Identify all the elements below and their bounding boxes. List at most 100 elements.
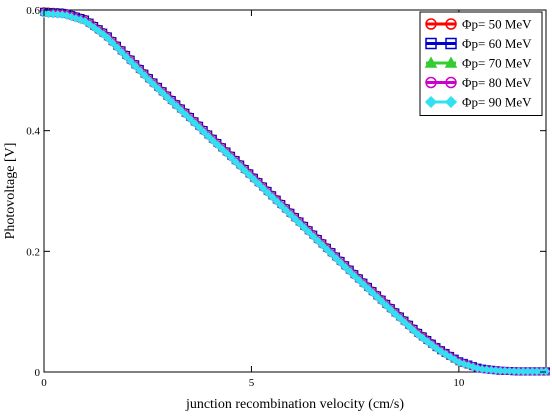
legend-entry: Φp= 50 MeV xyxy=(462,17,532,32)
series-point xyxy=(117,47,126,57)
series-point xyxy=(445,352,455,362)
series-point xyxy=(322,245,332,254)
legend-marker xyxy=(425,37,437,50)
series-point xyxy=(363,284,373,293)
series-point xyxy=(85,20,94,29)
x-tick-label: 0 xyxy=(41,377,47,389)
series-point xyxy=(121,52,131,62)
series-point xyxy=(140,71,149,80)
series-layer xyxy=(39,7,551,376)
series-point xyxy=(103,34,113,43)
legend-marker xyxy=(445,37,457,50)
legend-entry: Φp= 60 MeV xyxy=(462,36,532,51)
series-point xyxy=(427,340,437,350)
series-point xyxy=(213,140,222,150)
series-point xyxy=(277,201,286,211)
y-tick-label: 0.6 xyxy=(26,5,40,17)
legend-entry: Φp= 80 MeV xyxy=(462,75,532,90)
x-axis-label: junction recombination velocity (cm/s) xyxy=(185,397,404,412)
series-point xyxy=(272,197,281,206)
series-point xyxy=(331,254,341,263)
series-point xyxy=(167,97,176,106)
series-point xyxy=(126,57,135,66)
series-point xyxy=(254,179,263,189)
series-point xyxy=(226,153,236,162)
series-point xyxy=(172,101,181,111)
x-tick-label: 10 xyxy=(453,377,465,389)
legend-entry: Φp= 90 MeV xyxy=(462,95,532,110)
series-point xyxy=(194,123,204,132)
series-point xyxy=(418,333,427,343)
series-point xyxy=(281,205,291,215)
series-point xyxy=(299,223,309,232)
series-point xyxy=(345,267,354,276)
series-point xyxy=(80,17,90,26)
series-point xyxy=(468,362,478,372)
series-point xyxy=(153,84,163,93)
legend-marker xyxy=(444,56,458,68)
series-point xyxy=(135,66,145,75)
series-point xyxy=(450,355,459,365)
series-point xyxy=(368,288,377,298)
series-point xyxy=(208,136,218,145)
series-point xyxy=(249,175,259,184)
series-point xyxy=(94,26,103,36)
legend-marker xyxy=(445,18,457,30)
series-point xyxy=(149,80,158,89)
series-point xyxy=(395,314,405,323)
series-point xyxy=(131,61,140,71)
series-point xyxy=(313,236,323,246)
series-point xyxy=(295,219,304,228)
series-point xyxy=(441,350,450,359)
series-point xyxy=(327,249,336,259)
series-point xyxy=(400,318,409,327)
series-point xyxy=(222,149,231,158)
series-point xyxy=(309,232,318,241)
series-point xyxy=(404,322,414,331)
series-point xyxy=(158,88,167,98)
series-point xyxy=(386,305,396,315)
series-point xyxy=(258,184,268,193)
series-point xyxy=(71,14,81,23)
series-point xyxy=(377,297,386,306)
series-point xyxy=(185,114,195,124)
series-point xyxy=(409,326,418,335)
series-point xyxy=(286,210,295,219)
legend-marker xyxy=(445,76,457,89)
series-point xyxy=(163,93,172,102)
series-point xyxy=(318,241,327,250)
series-point xyxy=(263,188,272,197)
series-point xyxy=(464,361,473,370)
series-point xyxy=(267,192,277,202)
series-point xyxy=(304,227,313,237)
series-point xyxy=(176,106,186,115)
series-point xyxy=(340,262,350,272)
series-point xyxy=(231,157,240,167)
series-point xyxy=(199,127,208,137)
series-point xyxy=(414,330,423,339)
series-point xyxy=(245,170,254,180)
y-axis-label: Photovoltage [V] xyxy=(3,143,18,240)
series-point xyxy=(236,162,245,171)
series-point xyxy=(432,344,441,353)
series-point xyxy=(181,110,190,119)
series-point xyxy=(217,144,227,154)
y-tick-label: 0 xyxy=(35,367,41,379)
series-point xyxy=(350,271,359,281)
legend-marker xyxy=(425,18,437,30)
series-point xyxy=(336,258,345,267)
series-point xyxy=(290,214,300,224)
series-point xyxy=(423,337,432,346)
series-point xyxy=(240,166,250,175)
series-point xyxy=(354,275,364,285)
series-point xyxy=(144,75,154,85)
y-tick-label: 0.2 xyxy=(26,246,40,258)
series-point xyxy=(112,43,122,52)
axes-layer: 0 5 10 0 0.2 0.4 0.6 xyxy=(26,5,546,389)
series-point xyxy=(99,30,108,39)
series-point xyxy=(359,280,368,289)
legend-entry: Φp= 70 MeV xyxy=(462,56,532,71)
series-point xyxy=(190,118,199,128)
legend-marker xyxy=(424,56,438,68)
